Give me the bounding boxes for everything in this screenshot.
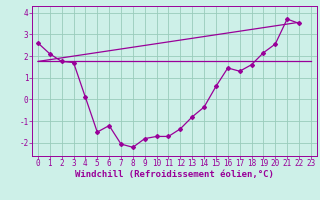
- X-axis label: Windchill (Refroidissement éolien,°C): Windchill (Refroidissement éolien,°C): [75, 170, 274, 179]
